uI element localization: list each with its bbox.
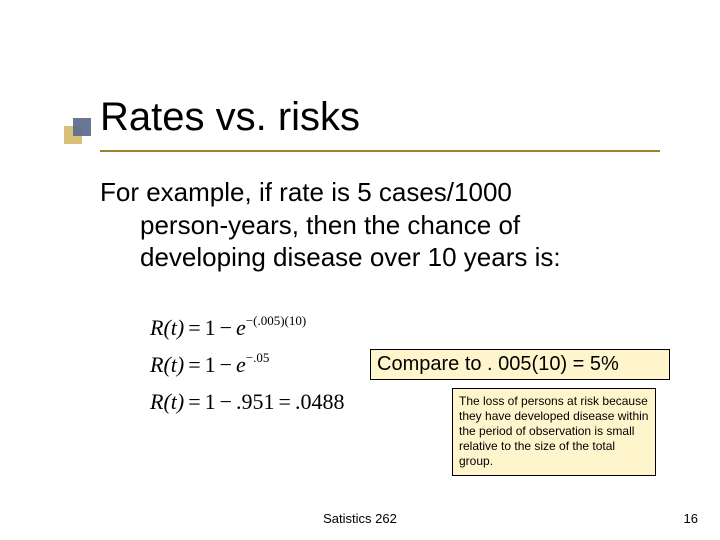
- note-callout: The loss of persons at risk because they…: [452, 388, 656, 476]
- body-line-3: developing disease over 10 years is:: [100, 241, 640, 274]
- eq3-a: 1: [205, 389, 216, 414]
- note-text: The loss of persons at risk because they…: [459, 394, 648, 468]
- eq3-result: .0488: [295, 389, 345, 414]
- eq1-exp: −(.005)(10): [246, 313, 306, 328]
- eq2-b: e: [236, 352, 246, 377]
- eq3-b: .951: [236, 389, 275, 414]
- eq3-lhs: R(t): [150, 389, 184, 414]
- bullet-square-front: [73, 118, 91, 136]
- equation-2: R(t)=1−e−.05: [150, 347, 344, 382]
- eq1-a: 1: [205, 315, 216, 340]
- eq1-lhs: R(t): [150, 315, 184, 340]
- compare-text: Compare to . 005(10) = 5%: [377, 353, 619, 375]
- footer-page-number: 16: [684, 511, 698, 526]
- eq2-exp: −.05: [246, 350, 270, 365]
- body-paragraph: For example, if rate is 5 cases/1000 per…: [100, 176, 640, 274]
- title-bullet-icon: [64, 118, 88, 142]
- title-underline: [100, 150, 660, 152]
- body-line-2: person-years, then the chance of: [100, 209, 640, 242]
- equation-1: R(t)=1−e−(.005)(10): [150, 310, 344, 345]
- equation-3: R(t)=1−.951=.0488: [150, 384, 344, 419]
- slide: Rates vs. risks For example, if rate is …: [0, 0, 720, 540]
- eq2-a: 1: [205, 352, 216, 377]
- body-line-1: For example, if rate is 5 cases/1000: [100, 177, 512, 207]
- slide-title: Rates vs. risks: [100, 95, 360, 140]
- footer-course: Satistics 262: [0, 511, 720, 526]
- compare-callout: Compare to . 005(10) = 5%: [370, 349, 670, 380]
- eq1-b: e: [236, 315, 246, 340]
- equation-block: R(t)=1−e−(.005)(10) R(t)=1−e−.05 R(t)=1−…: [150, 310, 344, 422]
- eq2-lhs: R(t): [150, 352, 184, 377]
